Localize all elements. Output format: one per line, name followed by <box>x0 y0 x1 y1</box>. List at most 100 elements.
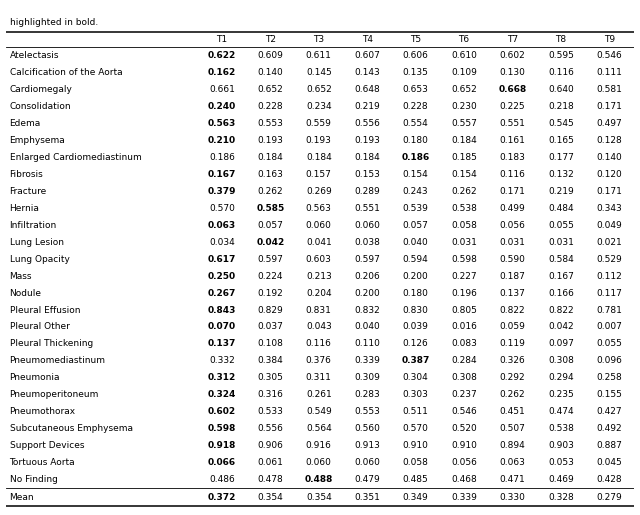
Text: 0.652: 0.652 <box>306 85 332 94</box>
Text: 0.049: 0.049 <box>596 220 622 230</box>
Text: 0.206: 0.206 <box>355 271 380 281</box>
Text: 0.184: 0.184 <box>451 136 477 145</box>
Text: 0.193: 0.193 <box>306 136 332 145</box>
Text: Pleural Effusion: Pleural Effusion <box>10 305 80 315</box>
Text: 0.822: 0.822 <box>548 305 574 315</box>
Text: 0.484: 0.484 <box>548 203 574 213</box>
Text: 0.485: 0.485 <box>403 475 429 484</box>
Text: 0.112: 0.112 <box>596 271 622 281</box>
Text: 0.428: 0.428 <box>596 475 622 484</box>
Text: 0.137: 0.137 <box>208 339 236 349</box>
Text: Fibrosis: Fibrosis <box>10 170 44 179</box>
Text: Pleural Thickening: Pleural Thickening <box>10 339 93 349</box>
Text: 0.289: 0.289 <box>355 187 380 196</box>
Text: 0.387: 0.387 <box>401 356 430 366</box>
Text: 0.546: 0.546 <box>451 407 477 416</box>
Text: 0.042: 0.042 <box>548 322 574 332</box>
Text: 0.167: 0.167 <box>208 170 236 179</box>
Text: 0.564: 0.564 <box>306 424 332 433</box>
Text: 0.262: 0.262 <box>257 187 283 196</box>
Text: 0.184: 0.184 <box>306 153 332 162</box>
Text: 0.183: 0.183 <box>500 153 525 162</box>
Text: 0.056: 0.056 <box>451 458 477 467</box>
Text: 0.384: 0.384 <box>257 356 284 366</box>
Text: 0.549: 0.549 <box>306 407 332 416</box>
Text: 0.648: 0.648 <box>355 85 380 94</box>
Text: 0.210: 0.210 <box>208 136 236 145</box>
Text: 0.154: 0.154 <box>403 170 429 179</box>
Text: T1: T1 <box>216 36 227 44</box>
Text: Enlarged Cardiomediastinum: Enlarged Cardiomediastinum <box>10 153 141 162</box>
Text: 0.262: 0.262 <box>500 390 525 399</box>
Text: 0.063: 0.063 <box>500 458 525 467</box>
Text: 0.109: 0.109 <box>451 68 477 77</box>
Text: 0.376: 0.376 <box>306 356 332 366</box>
Text: 0.042: 0.042 <box>256 237 284 247</box>
Text: Infiltration: Infiltration <box>10 220 57 230</box>
Text: 0.228: 0.228 <box>403 102 428 111</box>
Text: Lung Lesion: Lung Lesion <box>10 237 63 247</box>
Text: 0.553: 0.553 <box>257 119 284 128</box>
Text: 0.918: 0.918 <box>208 441 236 450</box>
Text: 0.070: 0.070 <box>208 322 236 332</box>
Text: 0.551: 0.551 <box>355 203 380 213</box>
Text: 0.045: 0.045 <box>596 458 622 467</box>
Text: Pneumomediastinum: Pneumomediastinum <box>10 356 106 366</box>
Text: 0.237: 0.237 <box>451 390 477 399</box>
Text: 0.829: 0.829 <box>257 305 284 315</box>
Text: 0.096: 0.096 <box>596 356 622 366</box>
Text: 0.497: 0.497 <box>596 119 622 128</box>
Text: Subcutaneous Emphysema: Subcutaneous Emphysema <box>10 424 132 433</box>
Text: 0.240: 0.240 <box>208 102 236 111</box>
Text: 0.228: 0.228 <box>257 102 283 111</box>
Text: 0.193: 0.193 <box>257 136 284 145</box>
Text: 0.354: 0.354 <box>306 493 332 502</box>
Text: 0.057: 0.057 <box>257 220 284 230</box>
Text: 0.563: 0.563 <box>208 119 236 128</box>
Text: 0.478: 0.478 <box>257 475 284 484</box>
Text: 0.055: 0.055 <box>548 220 574 230</box>
Text: 0.060: 0.060 <box>306 220 332 230</box>
Text: 0.602: 0.602 <box>500 51 525 60</box>
Text: 0.261: 0.261 <box>306 390 332 399</box>
Text: 0.339: 0.339 <box>355 356 380 366</box>
Text: 0.043: 0.043 <box>306 322 332 332</box>
Text: 0.661: 0.661 <box>209 85 235 94</box>
Text: 0.488: 0.488 <box>305 475 333 484</box>
Text: 0.279: 0.279 <box>596 493 622 502</box>
Text: 0.283: 0.283 <box>355 390 380 399</box>
Text: 0.111: 0.111 <box>596 68 622 77</box>
Text: 0.116: 0.116 <box>500 170 525 179</box>
Text: 0.343: 0.343 <box>596 203 622 213</box>
Text: T8: T8 <box>556 36 566 44</box>
Text: Pneumonia: Pneumonia <box>10 373 60 383</box>
Text: 0.913: 0.913 <box>355 441 380 450</box>
Text: 0.162: 0.162 <box>208 68 236 77</box>
Text: 0.269: 0.269 <box>306 187 332 196</box>
Text: 0.137: 0.137 <box>500 288 525 298</box>
Text: Mean: Mean <box>10 493 34 502</box>
Text: 0.200: 0.200 <box>403 271 429 281</box>
Text: 0.894: 0.894 <box>500 441 525 450</box>
Text: T5: T5 <box>410 36 421 44</box>
Text: 0.903: 0.903 <box>548 441 574 450</box>
Text: 0.058: 0.058 <box>403 458 429 467</box>
Text: 0.603: 0.603 <box>306 254 332 264</box>
Text: 0.219: 0.219 <box>548 187 574 196</box>
Text: 0.155: 0.155 <box>596 390 622 399</box>
Text: 0.234: 0.234 <box>306 102 332 111</box>
Text: 0.354: 0.354 <box>257 493 284 502</box>
Text: 0.041: 0.041 <box>306 237 332 247</box>
Text: 0.166: 0.166 <box>548 288 574 298</box>
Text: 0.529: 0.529 <box>596 254 622 264</box>
Text: Hernia: Hernia <box>10 203 40 213</box>
Text: Nodule: Nodule <box>10 288 42 298</box>
Text: 0.330: 0.330 <box>500 493 525 502</box>
Text: 0.130: 0.130 <box>500 68 525 77</box>
Text: 0.040: 0.040 <box>355 322 380 332</box>
Text: 0.379: 0.379 <box>207 187 236 196</box>
Text: 0.225: 0.225 <box>500 102 525 111</box>
Text: 0.598: 0.598 <box>208 424 236 433</box>
Text: 0.910: 0.910 <box>403 441 429 450</box>
Text: 0.546: 0.546 <box>596 51 622 60</box>
